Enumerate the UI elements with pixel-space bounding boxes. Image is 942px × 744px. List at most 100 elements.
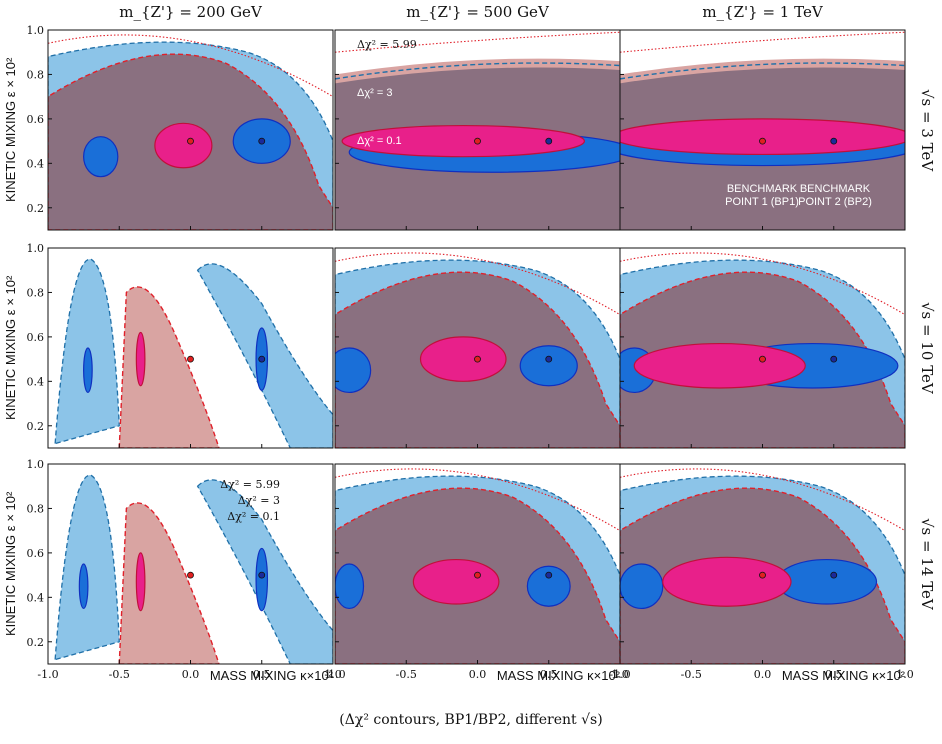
panel-1-1 [335,248,620,448]
x-tick-label: 0.5 [825,668,843,681]
bp2-region [255,547,269,612]
x-tick-label: 0.0 [182,668,200,681]
region-light-red [118,502,220,664]
contour-dashed-blue [620,62,905,80]
bp1-region [154,122,213,169]
benchmark-marker-bp1 [187,137,194,145]
y-axis-label-row3: KINETIC MIXING ε×10² [3,491,18,637]
panel-0-0 [48,30,333,230]
figure-caption: (Δχ² contours, BP1/BP2, different √s) [339,712,603,728]
bp2-region [776,558,878,605]
benchmark-marker-bp2 [258,355,266,363]
x-tick-label: -0.5 [681,668,702,681]
dchi-label-bottom: Δχ² = 5.99 [220,478,280,491]
row-title-3tev: √s = 3 TeV [918,88,936,172]
y-axis-label-row1: KINETIC MIXING ε×10² [3,57,18,203]
benchmark-marker-bp1 [759,137,766,145]
region-light-red [118,286,220,448]
x-tick-label: -1.0 [37,668,58,681]
bp1-region [135,552,146,612]
y-tick-label: 0.8 [27,68,45,81]
y-tick-label: 1.0 [27,458,45,471]
x-tick-label: 1.0 [896,668,914,681]
x-tick-label: -0.5 [109,668,130,681]
y-tick-label: 0.2 [27,636,45,649]
benchmark-marker-bp2 [545,355,553,363]
benchmark-marker-bp2 [830,355,838,363]
bp1-region [412,558,500,605]
panel-1-0 [48,248,333,448]
x-tick-label: 0.0 [754,668,772,681]
bp2-region-secondary [83,347,93,394]
benchmark-marker-bp1 [474,137,481,145]
x-tick-label: -1.0 [324,668,345,681]
panel-2-0 [48,464,333,664]
x-axis-label-col1: MASS MIXING κ×10² [209,668,333,683]
column-title-1tev: m_{Z'} = 1 TeV [702,3,823,21]
benchmark-marker-bp2 [545,137,553,145]
y-tick-label: 1.0 [27,24,45,37]
benchmark-marker-bp1 [187,571,194,579]
bp2-region-secondary [335,347,372,394]
region-light-blue-left [54,474,120,661]
panel-0-2 [620,30,905,230]
bp1-annotation: BENCHMARK [727,183,798,195]
x-tick-label: -0.5 [396,668,417,681]
y-tick-label: 0.4 [27,591,45,604]
benchmark-marker-bp2 [545,571,553,579]
x-tick-label: -1.0 [609,668,630,681]
column-title-200gev: m_{Z'} = 200 GeV [119,3,262,21]
bp2-region [526,565,571,607]
panel-0-1 [335,30,620,230]
bp2-annotation: BENCHMARK [800,183,871,195]
y-axis-label-row2: KINETIC MIXING ε×10² [3,275,18,421]
x-tick-label: 0.0 [469,668,487,681]
bp2-region [519,345,578,387]
bp2-region-secondary [83,136,119,178]
bp1-region [633,342,806,389]
column-title-500gev: m_{Z'} = 500 GeV [406,3,549,21]
bp1-annotation: POINT 1 (BP1) [725,196,799,208]
panel-2-2 [620,464,905,664]
dchi-label-top: Δχ² = 5.99 [357,38,417,51]
bp1-region [662,556,792,607]
bp1-region [419,336,507,382]
benchmark-marker-bp1 [759,571,766,579]
x-axis-label-col3: MASS MIXING κ×10² [781,668,905,683]
dchi-label-top: Δχ² = 0.1 [357,135,402,147]
row-title-14tev: √s = 14 TeV [918,518,936,610]
bp2-region-secondary [78,563,89,610]
dchi-label-bottom: Δχ² = 0.1 [227,510,280,523]
panel-2-1 [335,464,620,664]
bp2-annotation: POINT 2 (BP2) [798,196,872,208]
y-tick-label: 0.6 [27,331,45,344]
y-tick-label: 0.6 [27,547,45,560]
bp1-region [620,118,905,156]
benchmark-marker-bp1 [759,355,766,363]
y-tick-label: 0.6 [27,113,45,126]
y-tick-label: 0.4 [27,375,45,388]
x-tick-label: 1.0 [611,668,629,681]
benchmark-marker-bp1 [187,355,194,363]
y-tick-label: 0.8 [27,502,45,515]
bp1-region [135,331,146,387]
benchmark-marker-bp2 [258,571,266,579]
benchmark-marker-bp1 [474,571,481,579]
y-tick-label: 1.0 [27,242,45,255]
x-tick-label: 0.5 [540,668,558,681]
x-tick-label: 1.0 [324,668,342,681]
contour-dotted-red [620,31,905,53]
x-axis-label-col2: MASS MIXING κ×10² [496,668,620,683]
benchmark-marker-bp2 [258,137,266,145]
benchmark-marker-bp2 [830,137,838,145]
y-tick-label: 0.8 [27,286,45,299]
y-tick-label: 0.4 [27,157,45,170]
y-tick-label: 0.2 [27,202,45,215]
bp2-region-secondary [335,563,365,610]
panel-1-2 [620,248,905,448]
bp1-region [341,124,585,158]
x-tick-label: 0.5 [253,668,271,681]
y-tick-label: 0.2 [27,420,45,433]
row-title-10tev: √s = 10 TeV [918,302,936,394]
